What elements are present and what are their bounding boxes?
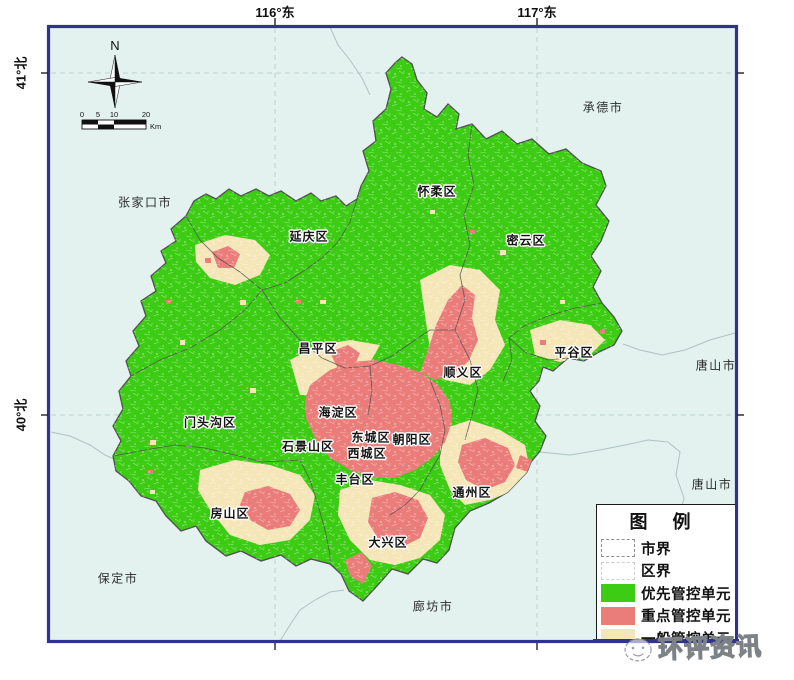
compass-rose: N bbox=[87, 38, 143, 109]
city-boundary-swatch bbox=[601, 539, 635, 558]
compass-north-label: N bbox=[110, 38, 119, 53]
district-label-haidian: 海淀区 bbox=[318, 405, 358, 420]
district-label-yanqing: 延庆区 bbox=[289, 229, 329, 244]
axis-ticks bbox=[41, 18, 744, 650]
district-label-shijingshan: 石景山区 bbox=[281, 439, 335, 454]
latitude-label-41: 41°北 bbox=[13, 56, 29, 90]
district-label-fengtai: 丰台区 bbox=[335, 472, 375, 487]
legend-label-district-boundary: 区界 bbox=[641, 564, 671, 581]
district-label-daxing: 大兴区 bbox=[368, 535, 408, 550]
priority-unit-swatch bbox=[601, 584, 635, 603]
scale-tick-20: 20 bbox=[142, 110, 150, 119]
key-unit-swatch bbox=[601, 606, 635, 625]
watermark-logo-icon bbox=[624, 638, 652, 662]
city-label-baoding: 保定市 bbox=[97, 571, 139, 586]
legend-row-general-unit: 一般管控单元 bbox=[601, 627, 735, 643]
general-unit-swatch bbox=[601, 629, 635, 642]
scale-tick-5: 5 bbox=[96, 110, 100, 119]
legend-row-city-boundary: 市界 bbox=[601, 537, 735, 560]
scale-tick-0: 0 bbox=[80, 110, 84, 119]
city-label-langfang: 廊坊市 bbox=[412, 599, 454, 614]
legend-row-district-boundary: 区界 bbox=[601, 560, 735, 583]
watermark: 环评资讯 bbox=[619, 627, 763, 668]
district-label-shunyi: 顺义区 bbox=[443, 365, 483, 380]
district-label-miyun: 密云区 bbox=[506, 233, 546, 248]
frame-right-edge bbox=[734, 503, 738, 643]
longitude-label-117: 117°东 bbox=[517, 5, 557, 20]
district-label-mentougou: 门头沟区 bbox=[183, 415, 237, 430]
city-label-zhangjiakou: 张家口市 bbox=[117, 195, 173, 210]
district-label-xicheng: 西城区 bbox=[347, 446, 387, 461]
legend-label-city-boundary: 市界 bbox=[641, 541, 671, 558]
watermark-text: 环评资讯 bbox=[657, 632, 763, 665]
scale-bar: 0 5 10 20 Km bbox=[80, 110, 161, 131]
city-label-chengde: 承德市 bbox=[582, 100, 624, 115]
legend-label-general-unit: 一般管控单元 bbox=[641, 631, 731, 643]
legend-row-priority-unit: 优先管控单元 bbox=[601, 582, 735, 605]
legend-label-key-unit: 重点管控单元 bbox=[641, 609, 731, 626]
district-boundary-swatch bbox=[601, 561, 635, 580]
legend-title: 图 例 bbox=[629, 512, 701, 532]
scale-unit: Km bbox=[150, 122, 161, 131]
scale-tick-10: 10 bbox=[110, 110, 118, 119]
district-label-pinggu: 平谷区 bbox=[554, 345, 594, 360]
legend-row-key-unit: 重点管控单元 bbox=[601, 605, 735, 628]
city-label-tangshan-lower: 唐山市 bbox=[691, 477, 733, 492]
legend-label-priority-unit: 优先管控单元 bbox=[641, 586, 731, 603]
district-label-fangshan: 房山区 bbox=[210, 506, 250, 521]
legend-panel: 图 例 市界 区界 优先管控单元 重点管控单元 一般管控单元 bbox=[596, 504, 736, 643]
district-label-chaoyang: 朝阳区 bbox=[392, 432, 432, 447]
latitude-label-40: 40°北 bbox=[13, 398, 29, 432]
district-label-tongzhou: 通州区 bbox=[452, 485, 492, 500]
frame-bottom-edge bbox=[593, 639, 739, 643]
map-frame bbox=[46, 24, 739, 644]
longitude-label-116: 116°东 bbox=[255, 5, 295, 20]
district-label-dongcheng: 东城区 bbox=[351, 430, 391, 445]
district-label-huairou: 怀柔区 bbox=[417, 184, 457, 199]
district-label-changping: 昌平区 bbox=[298, 341, 338, 356]
city-label-tangshan-upper: 唐山市 bbox=[695, 358, 737, 373]
